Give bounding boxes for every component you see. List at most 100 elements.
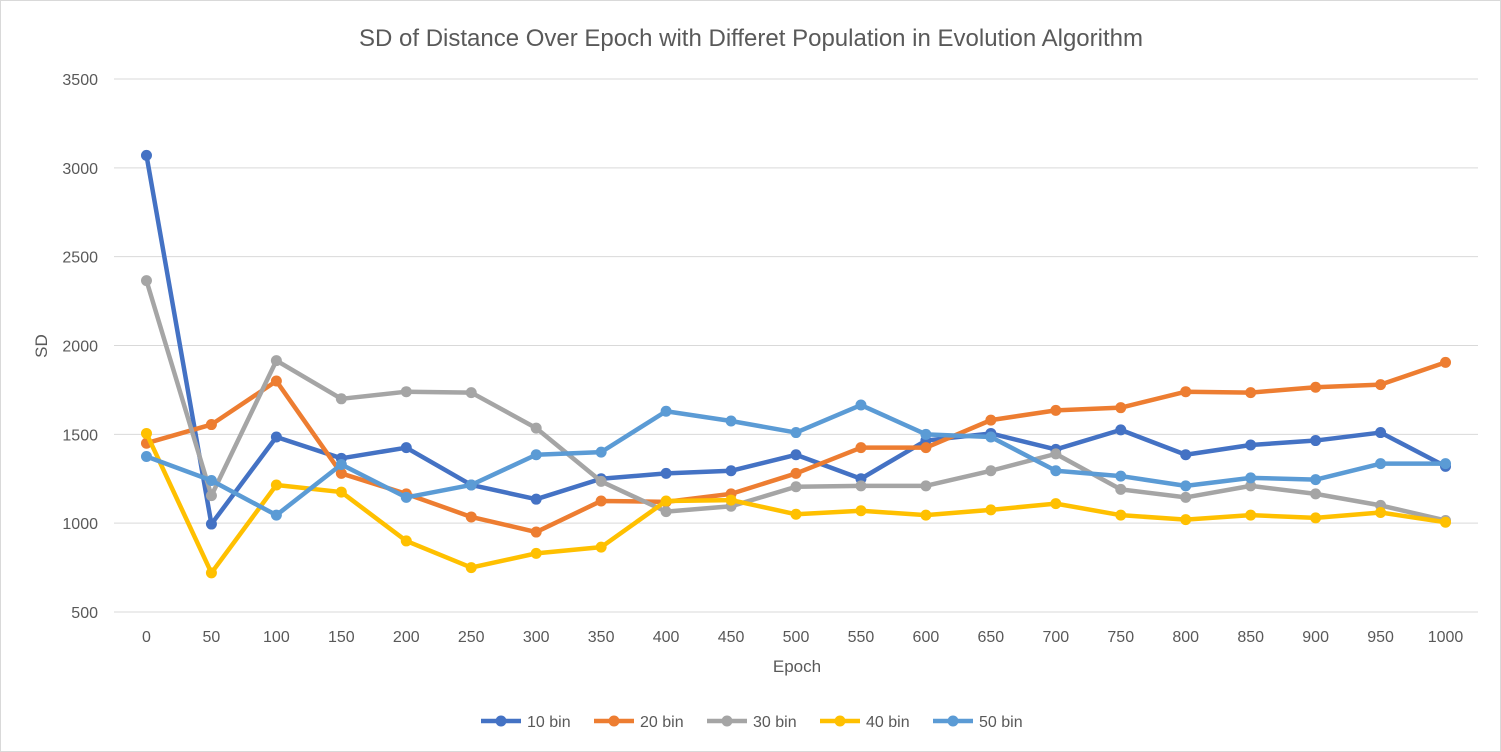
series-lines (140, 149, 1452, 579)
x-tick-label: 300 (523, 629, 550, 646)
data-point (1245, 509, 1257, 521)
data-point (595, 495, 607, 507)
legend-swatch-marker (834, 715, 846, 727)
data-point (920, 509, 932, 521)
x-tick-label: 800 (1172, 629, 1199, 646)
legend-item: 30 bin (707, 714, 797, 731)
legend-label: 50 bin (979, 714, 1023, 731)
y-tick-label: 2000 (62, 339, 98, 356)
data-point (205, 518, 217, 530)
data-point (855, 399, 867, 411)
x-tick-label: 350 (588, 629, 615, 646)
data-point (1440, 458, 1452, 470)
data-point (335, 393, 347, 405)
x-tick-label: 500 (783, 629, 810, 646)
legend: 10 bin 20 bin 30 bin 40 bin 50 bin (481, 714, 1023, 731)
series-10-bin (140, 149, 1452, 530)
data-point (790, 508, 802, 520)
data-point (400, 491, 412, 503)
data-point (465, 387, 477, 399)
data-point (270, 355, 282, 367)
data-point (1245, 472, 1257, 484)
x-tick-label: 1000 (1428, 629, 1464, 646)
data-point (335, 486, 347, 498)
data-point (1180, 491, 1192, 503)
data-point (1180, 514, 1192, 526)
x-tick-label: 650 (978, 629, 1005, 646)
data-point (335, 459, 347, 471)
legend-item: 40 bin (820, 714, 910, 731)
x-tick-label: 100 (263, 629, 290, 646)
x-tick-label: 0 (142, 629, 151, 646)
data-point (920, 428, 932, 440)
data-point (140, 149, 152, 161)
data-point (595, 475, 607, 487)
data-point (1180, 386, 1192, 398)
data-point (985, 465, 997, 477)
series-50-bin (140, 399, 1452, 521)
data-point (1115, 483, 1127, 495)
data-point (1440, 516, 1452, 528)
data-point (1375, 379, 1387, 391)
data-point (1115, 402, 1127, 414)
data-point (595, 446, 607, 458)
data-point (855, 505, 867, 517)
data-point (1050, 498, 1062, 510)
legend-label: 20 bin (640, 714, 684, 731)
x-tick-label: 50 (203, 629, 221, 646)
data-point (270, 375, 282, 387)
x-tick-label: 550 (848, 629, 875, 646)
data-point (790, 481, 802, 493)
data-point (985, 504, 997, 516)
data-point (1115, 470, 1127, 482)
data-point (660, 506, 672, 518)
legend-label: 40 bin (866, 714, 910, 731)
data-point (270, 431, 282, 443)
data-point (725, 415, 737, 427)
data-point (790, 449, 802, 461)
y-tick-label: 3500 (62, 72, 98, 89)
legend-swatch-marker (495, 715, 507, 727)
data-point (400, 535, 412, 547)
legend-label: 30 bin (753, 714, 797, 731)
data-point (530, 493, 542, 505)
data-point (920, 480, 932, 492)
data-point (465, 562, 477, 574)
data-point (595, 541, 607, 553)
y-tick-label: 2500 (62, 250, 98, 267)
data-point (660, 405, 672, 417)
data-point (270, 479, 282, 491)
data-point (1115, 424, 1127, 436)
data-point (1310, 381, 1322, 393)
y-axis-ticks: 500 1000 1500 2000 2500 3000 3500 (62, 72, 98, 622)
series-40-bin (140, 427, 1452, 579)
y-axis-title: SD (32, 334, 51, 358)
x-tick-label: 950 (1367, 629, 1394, 646)
data-point (530, 526, 542, 538)
data-point (660, 495, 672, 507)
y-tick-label: 3000 (62, 161, 98, 178)
data-point (1245, 480, 1257, 492)
data-point (465, 479, 477, 491)
data-point (790, 427, 802, 439)
x-tick-label: 900 (1302, 629, 1329, 646)
data-point (985, 431, 997, 443)
data-point (400, 442, 412, 454)
chart-title: SD of Distance Over Epoch with Differet … (359, 25, 1143, 52)
x-tick-label: 600 (913, 629, 940, 646)
data-point (1180, 449, 1192, 461)
data-point (530, 547, 542, 559)
data-point (1310, 488, 1322, 500)
x-axis-title: Epoch (773, 657, 821, 676)
y-tick-label: 1500 (62, 427, 98, 444)
data-point (205, 567, 217, 579)
data-point (530, 422, 542, 434)
data-point (270, 509, 282, 521)
data-point (1375, 427, 1387, 439)
data-point (1050, 404, 1062, 416)
legend-swatch-marker (721, 715, 733, 727)
x-tick-label: 450 (718, 629, 745, 646)
data-point (1375, 458, 1387, 470)
